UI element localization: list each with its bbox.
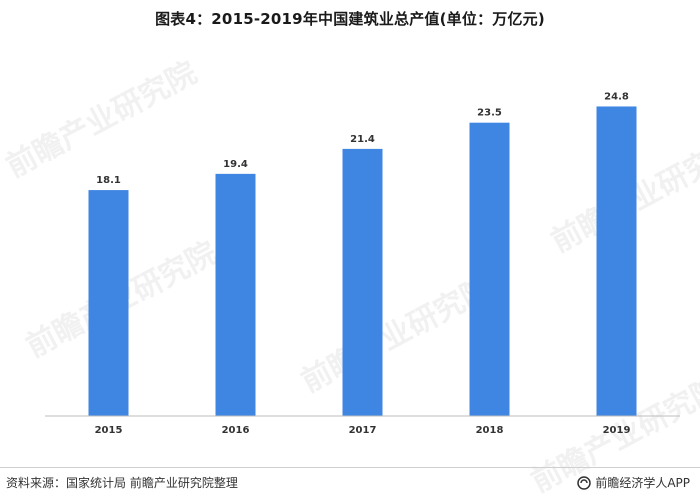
bar-2017 xyxy=(342,148,383,416)
data-label-2015: 18.1 xyxy=(96,175,121,186)
x-tick-label-2017: 2017 xyxy=(349,425,377,436)
data-label-2017: 21.4 xyxy=(350,134,375,145)
x-tick-label-2015: 2015 xyxy=(95,425,123,436)
bar-chart: 18.119.421.423.524.8 2015 2016 2017 2018 201… xyxy=(45,91,680,436)
bar-2015 xyxy=(88,190,129,416)
footer-divider xyxy=(0,467,700,468)
brand-name: 前瞻经济学人APP xyxy=(595,476,690,490)
data-label-2016: 19.4 xyxy=(223,159,248,170)
bar-2019 xyxy=(596,106,637,416)
x-tick-group: 2015 2016 2017 2018 2019 xyxy=(95,425,631,436)
chart-title: 图表4：2015-2019年中国建筑业总产值(单位：万亿元) xyxy=(155,10,545,28)
data-label-group: 18.1 19.4 21.4 23.5 24.8 xyxy=(96,91,629,186)
x-tick-label-2019: 2019 xyxy=(603,425,631,436)
brand-signature: 前瞻经济学人APP xyxy=(577,474,690,491)
x-tick-label-2016: 2016 xyxy=(222,425,250,436)
bar-2016 xyxy=(215,173,256,416)
bar-group xyxy=(88,106,637,417)
bar-2018 xyxy=(469,122,510,417)
data-label-2018: 23.5 xyxy=(477,108,502,119)
brand-logo-icon xyxy=(577,475,592,490)
source-note: 资料来源：国家统计局 前瞻产业研究院整理 xyxy=(6,476,238,490)
x-tick-label-2018: 2018 xyxy=(476,425,504,436)
data-label-2019: 24.8 xyxy=(604,91,629,102)
